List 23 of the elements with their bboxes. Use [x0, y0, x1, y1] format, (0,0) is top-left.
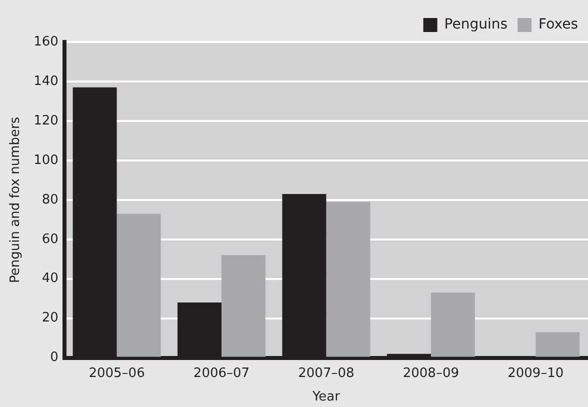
bar: [430, 292, 475, 357]
x-tick-label: 2005–06: [88, 366, 145, 381]
x-tick-label: 2008–09: [402, 366, 459, 381]
y-axis-title: Penguin and fox numbers: [8, 116, 24, 283]
y-tick-label: 100: [34, 152, 58, 168]
x-tick-label: 2009–10: [508, 366, 564, 381]
x-axis-title: Year: [311, 390, 341, 405]
y-tick-label: 40: [42, 271, 58, 286]
bar: [221, 255, 266, 357]
bar: [326, 202, 370, 357]
x-tick-label: 2006–07: [193, 366, 250, 381]
y-tick-label: 60: [42, 232, 58, 247]
bar: [116, 214, 161, 357]
y-tick-label: 120: [34, 113, 58, 128]
legend-label: Foxes: [538, 16, 578, 33]
y-tick-label: 160: [34, 34, 58, 50]
y-tick-label: 20: [42, 310, 58, 326]
y-tick-label: 140: [34, 74, 58, 89]
bar: [536, 332, 580, 357]
y-tick-label: 0: [50, 350, 58, 366]
x-tick-label: 2007–08: [298, 366, 354, 381]
legend-label: Penguins: [444, 16, 508, 33]
y-tick-label: 80: [42, 192, 58, 208]
